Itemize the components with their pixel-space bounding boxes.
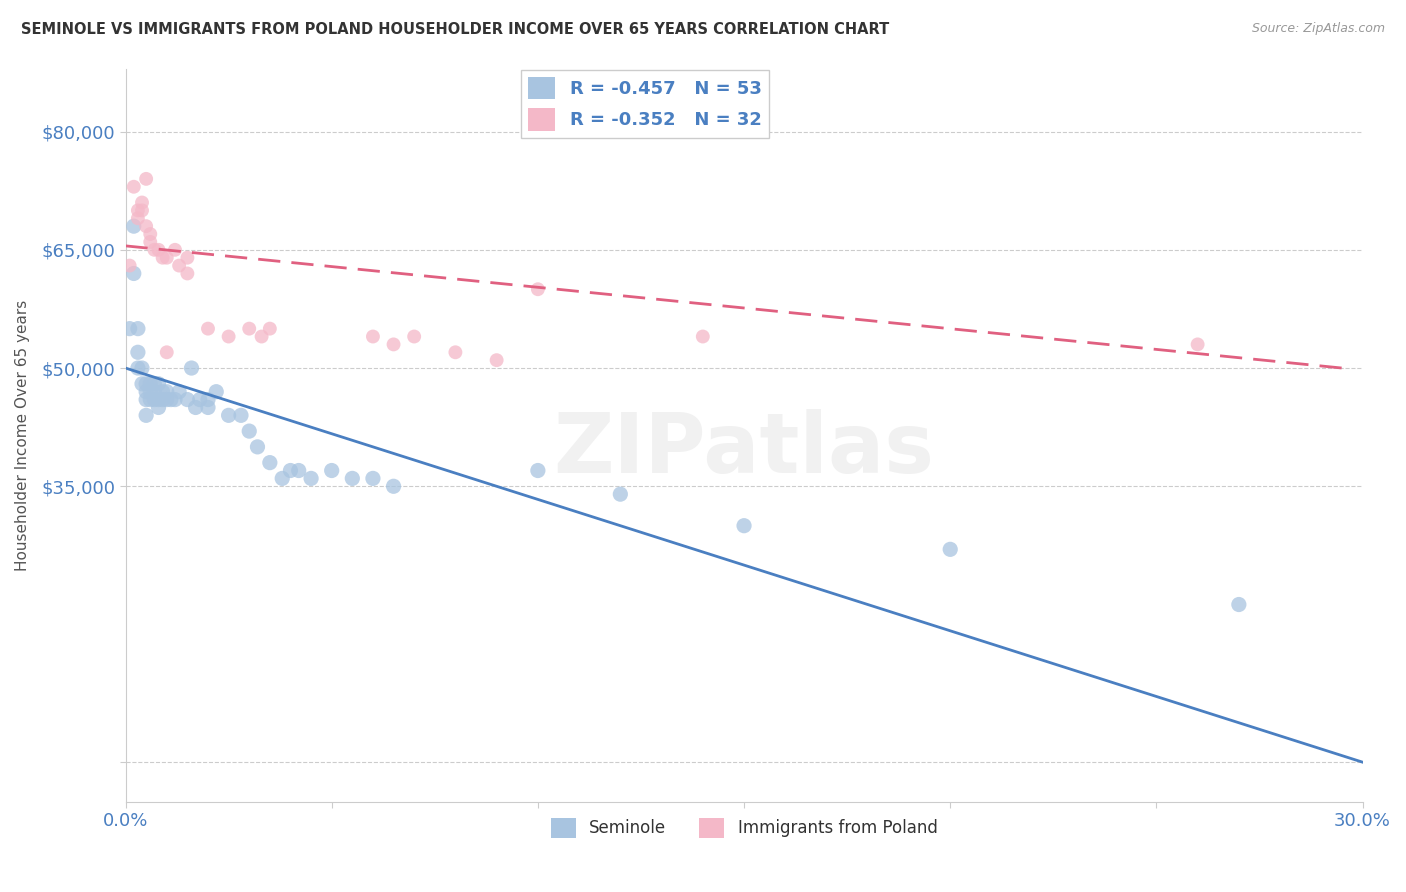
Point [131,203,153,218]
Point [143,392,166,407]
Point [139,376,162,391]
Point [299,471,322,485]
Point [176,267,198,281]
Point [127,345,149,359]
Point [361,329,384,343]
Point [135,172,157,186]
Text: SEMINOLE VS IMMIGRANTS FROM POLAND HOUSEHOLDER INCOME OVER 65 YEARS CORRELATION : SEMINOLE VS IMMIGRANTS FROM POLAND HOUSE… [21,22,890,37]
Point [197,321,219,335]
Point [122,267,145,281]
Point [131,361,153,376]
Point [122,179,145,194]
Point [156,384,179,399]
Point [485,353,508,368]
Point [148,401,170,415]
Point [163,243,186,257]
Point [135,384,157,399]
Point [143,243,166,257]
Point [361,471,384,485]
Point [939,542,962,557]
Point [280,463,302,477]
Point [444,345,467,359]
Point [1227,598,1250,612]
Point [118,321,141,335]
Point [131,195,153,210]
Point [218,329,240,343]
Point [152,392,174,407]
Point [180,361,202,376]
Point [148,392,170,407]
Point [160,392,183,407]
Point [127,203,149,218]
Point [148,376,170,391]
Point [118,259,141,273]
Point [321,463,343,477]
Point [271,471,294,485]
Point [238,321,260,335]
Point [152,384,174,399]
Point [382,337,405,351]
Point [143,376,166,391]
Point [733,518,755,533]
Point [692,329,714,343]
Point [218,409,240,423]
Text: ZIPatlas: ZIPatlas [554,409,935,491]
Point [135,219,157,234]
Point [229,409,252,423]
Point [176,392,198,407]
Point [156,345,179,359]
Point [163,392,186,407]
Point [527,463,550,477]
Point [156,251,179,265]
Point [259,456,281,470]
Point [184,401,207,415]
Point [139,235,162,249]
Point [135,392,157,407]
Point [156,392,179,407]
Point [382,479,405,493]
Point [122,219,145,234]
Point [127,361,149,376]
Point [238,424,260,438]
Point [152,251,174,265]
Text: Source: ZipAtlas.com: Source: ZipAtlas.com [1251,22,1385,36]
Point [246,440,269,454]
Point [176,251,198,265]
Point [167,259,190,273]
Point [135,376,157,391]
Point [342,471,364,485]
Point [167,384,190,399]
Point [259,321,281,335]
Point [609,487,631,501]
Point [139,392,162,407]
Y-axis label: Householder Income Over 65 years: Householder Income Over 65 years [15,300,30,571]
Point [250,329,273,343]
Point [1187,337,1209,351]
Point [148,243,170,257]
Point [404,329,426,343]
Legend: Seminole, Immigrants from Poland: Seminole, Immigrants from Poland [544,811,945,845]
Point [127,321,149,335]
Point [527,282,550,296]
Point [139,227,162,241]
Point [143,384,166,399]
Point [287,463,309,477]
Point [135,409,157,423]
Point [197,392,219,407]
Point [131,376,153,391]
Point [205,384,228,399]
Point [127,211,149,226]
Point [188,392,211,407]
Point [197,401,219,415]
Point [139,384,162,399]
